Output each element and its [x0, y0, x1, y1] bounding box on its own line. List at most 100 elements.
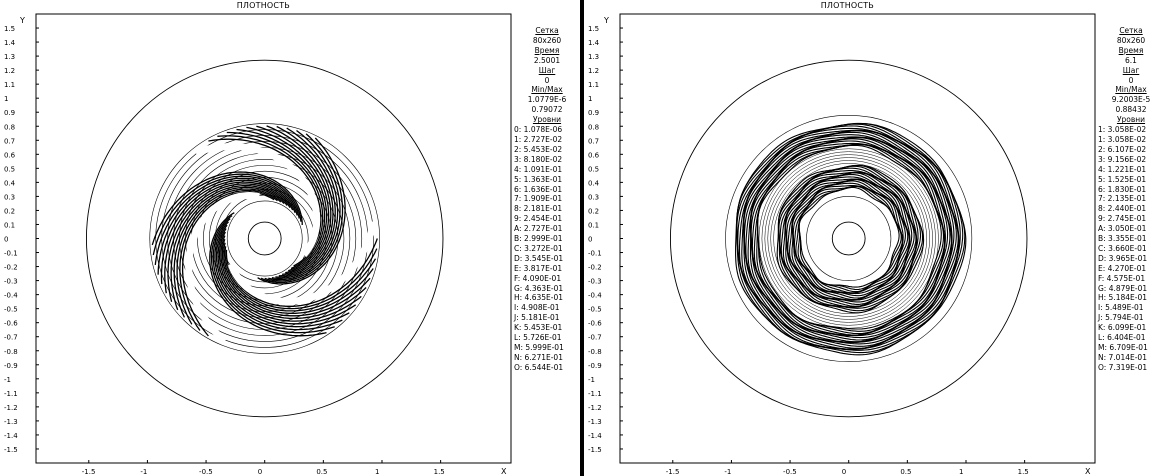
- level-item: 7: 1.909E-01: [514, 194, 563, 204]
- level-item: 5: 1.525E-01: [1098, 174, 1147, 184]
- boundary-circle: [669, 59, 1028, 418]
- y-tick-label: -1.5: [588, 446, 602, 454]
- x-tick-label: 1: [959, 468, 963, 476]
- y-tick-label: -1.4: [4, 432, 18, 440]
- spiral-contour: [221, 239, 374, 315]
- spiral-contour: [236, 128, 328, 274]
- level-item: M: 6.709E-01: [1098, 343, 1148, 352]
- x-tick-label: 0: [258, 468, 262, 476]
- level-item: 6: 1.636E-01: [514, 184, 563, 194]
- level-item: O: 7.319E-01: [1098, 362, 1148, 372]
- contour-ring: [806, 195, 892, 282]
- levels-list: 1: 3.058E-02 1: 3.058E-02 2: 6.107E-02 3: 9…: [1097, 125, 1164, 373]
- level-item: I: 4.908E-01: [514, 303, 560, 313]
- x-tick-label: 0.5: [316, 468, 327, 476]
- y-tick-label: -0.6: [4, 320, 18, 328]
- level-item: 5: 1.363E-01: [514, 174, 563, 184]
- contour-plot-left: Y X 1.5 1.4 1.3 1.2 1.1 1 0.9 0.8 0.7 0.6 0.5 0.4 0.3 0…: [4, 13, 512, 476]
- y-tick-label: 0.1: [4, 221, 15, 229]
- y-tick-label: -0.3: [4, 278, 18, 286]
- max-value: 0.79072: [531, 105, 563, 115]
- y-tick-label: -0.8: [4, 348, 18, 356]
- spiral-contour: [246, 126, 330, 276]
- spiral-contour: [176, 188, 282, 325]
- y-tick-label: -1: [4, 376, 11, 384]
- level-item: C: 3.660E-01: [1098, 243, 1147, 253]
- level-item: 2: 6.107E-02: [1098, 144, 1147, 154]
- info-sidebar-left: Сетка 80x260 Время 2.5001 Шаг 0 Min/Max …: [513, 26, 580, 373]
- ring-contour: [776, 164, 925, 314]
- chart-title: ПЛОТНОСТЬ: [820, 1, 874, 10]
- contour-ring: [767, 157, 930, 320]
- spiral-contour: [179, 189, 278, 331]
- y-tick-label: -1: [588, 376, 595, 384]
- y-tick-label: -1.4: [588, 432, 602, 440]
- x-tick-label: -0.5: [199, 468, 213, 476]
- level-item: K: 6.099E-01: [1098, 323, 1147, 333]
- boundary-circle: [85, 59, 444, 418]
- level-item: N: 7.014E-01: [1098, 352, 1147, 362]
- contour-lines: [85, 59, 444, 418]
- y-axis-label: Y: [603, 16, 609, 25]
- spiral-contour: [170, 184, 288, 311]
- y-tick-label: 0.3: [588, 193, 599, 201]
- level-item: 4: 1.221E-01: [1098, 164, 1147, 174]
- y-tick-label: 1: [4, 95, 8, 103]
- spiral-contour: [214, 221, 350, 328]
- y-tick-label: 0.5: [588, 165, 599, 173]
- level-item: G: 4.879E-01: [1098, 283, 1148, 293]
- y-tick-label: -0.3: [588, 278, 602, 286]
- level-item: 6: 1.830E-01: [1098, 184, 1147, 194]
- x-tick-label: -0.5: [783, 468, 797, 476]
- level-item: 1: 2.727E-02: [514, 134, 563, 144]
- level-item: 8: 2.181E-01: [514, 204, 563, 214]
- level-item: A: 3.050E-01: [1098, 224, 1147, 234]
- ring-contour: [791, 178, 910, 299]
- contour-ring: [149, 123, 380, 354]
- y-tick-label: -1.1: [588, 390, 602, 398]
- contour-panel-right: ПЛОТНОСТЬ Y X 1.5 1.4 1.3 1.2 1.1 1 0.9 0.8 0.7 0.6…: [584, 0, 1164, 476]
- spiral-contour: [173, 186, 285, 318]
- spiral-contour: [217, 228, 362, 322]
- level-item: J: 5.794E-01: [1098, 313, 1144, 323]
- panel-divider: [580, 0, 584, 476]
- contour-ring: [770, 160, 927, 317]
- spiral-contour: [226, 131, 326, 272]
- y-tick-label: 0: [588, 236, 592, 244]
- chart-title: ПЛОТНОСТЬ: [236, 1, 290, 10]
- spiral-contour: [181, 191, 275, 337]
- spiral-contour: [164, 181, 294, 294]
- inner-circle: [831, 221, 866, 256]
- level-item: 7: 2.135E-01: [1098, 194, 1147, 204]
- spiral-contour: [208, 138, 322, 267]
- min-value: 1.0779E-6: [527, 95, 567, 105]
- y-tick-label: -0.9: [4, 362, 18, 370]
- x-tick-label: 1.5: [434, 468, 445, 476]
- y-tick-label: 1.4: [4, 39, 16, 47]
- y-tick-label: 0.8: [4, 123, 15, 131]
- minmax-label: Min/Max: [531, 85, 563, 95]
- spiral-contour: [264, 129, 341, 282]
- level-item: 8: 2.440E-01: [1098, 204, 1147, 214]
- x-tick-label: 1.5: [1018, 468, 1029, 476]
- level-item: H: 4.635E-01: [514, 293, 564, 303]
- level-item: 9: 2.454E-01: [514, 214, 563, 224]
- contour-plot-right: Y X 1.5 1.4 1.3 1.2 1.1 1 0.9 0.8 0.7 0.6 0.5 0.4 0.3 0…: [588, 13, 1096, 476]
- y-tick-label: 1.3: [4, 53, 15, 61]
- x-tick-label: -1.5: [666, 468, 680, 476]
- y-tick-label: -0.6: [588, 320, 602, 328]
- step-value: 0: [544, 75, 550, 85]
- plot-frame: [619, 13, 1096, 464]
- y-tick-label: 0.2: [588, 207, 599, 215]
- x-tick-label: 0: [842, 468, 846, 476]
- spiral-contour: [167, 183, 291, 302]
- level-item: 3: 9.156E-02: [1098, 154, 1147, 164]
- y-tick-label: 0.7: [588, 137, 599, 145]
- time-label: Время: [534, 45, 560, 55]
- step-label: Шаг: [1122, 65, 1140, 75]
- spiral-contour: [154, 175, 300, 265]
- x-tick-label: -1.5: [82, 468, 96, 476]
- level-item: L: 6.404E-01: [1098, 333, 1146, 343]
- spiral-contour: [157, 177, 298, 275]
- min-value: 9.2003E-5: [1111, 95, 1151, 105]
